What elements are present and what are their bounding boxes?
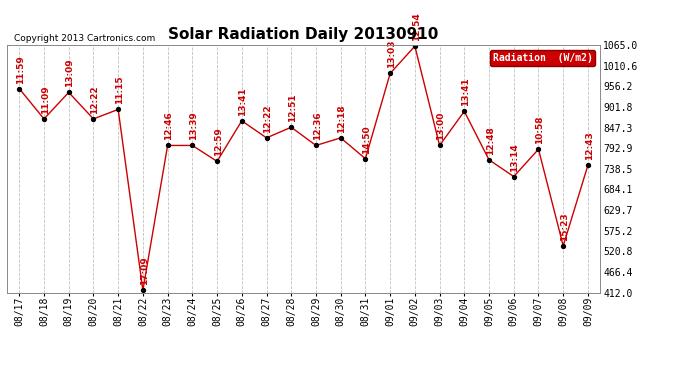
- Point: [582, 162, 593, 168]
- Point: [39, 116, 50, 122]
- Point: [310, 142, 322, 148]
- Text: 12:43: 12:43: [584, 132, 593, 160]
- Text: 11:59: 11:59: [16, 55, 25, 84]
- Point: [558, 243, 569, 249]
- Point: [434, 142, 445, 148]
- Text: 10:58: 10:58: [535, 116, 544, 144]
- Text: 12:48: 12:48: [486, 126, 495, 155]
- Point: [459, 108, 470, 114]
- Text: 14:50: 14:50: [362, 125, 371, 154]
- Point: [360, 156, 371, 162]
- Point: [261, 135, 272, 141]
- Text: 12:46: 12:46: [164, 112, 173, 141]
- Point: [286, 124, 297, 130]
- Text: 13:39: 13:39: [189, 112, 198, 141]
- Point: [14, 86, 25, 92]
- Text: 12:22: 12:22: [90, 86, 99, 114]
- Text: 17:09: 17:09: [139, 256, 148, 285]
- Point: [384, 70, 395, 76]
- Title: Solar Radiation Daily 20130910: Solar Radiation Daily 20130910: [168, 27, 439, 42]
- Point: [409, 43, 420, 49]
- Text: 13:14: 13:14: [511, 143, 520, 172]
- Text: 13:03: 13:03: [387, 40, 396, 69]
- Point: [137, 287, 148, 293]
- Text: 12:59: 12:59: [214, 128, 223, 156]
- Text: 13:00: 13:00: [436, 112, 445, 141]
- Text: 11:09: 11:09: [41, 86, 50, 114]
- Text: 13:41: 13:41: [239, 87, 248, 116]
- Point: [63, 89, 75, 95]
- Legend: Radiation  (W/m2): Radiation (W/m2): [490, 50, 595, 66]
- Point: [112, 106, 124, 112]
- Text: Copyright 2013 Cartronics.com: Copyright 2013 Cartronics.com: [14, 34, 155, 43]
- Text: 15:23: 15:23: [560, 212, 569, 241]
- Point: [162, 142, 173, 148]
- Text: 12:22: 12:22: [264, 104, 273, 133]
- Point: [212, 158, 223, 164]
- Text: 12:54: 12:54: [412, 12, 421, 41]
- Point: [335, 135, 346, 141]
- Point: [187, 142, 198, 148]
- Text: 12:51: 12:51: [288, 94, 297, 122]
- Point: [88, 116, 99, 122]
- Text: 13:09: 13:09: [66, 59, 75, 87]
- Point: [484, 157, 495, 163]
- Text: 12:18: 12:18: [337, 104, 346, 133]
- Point: [509, 174, 520, 180]
- Point: [236, 118, 247, 124]
- Point: [533, 146, 544, 152]
- Text: 13:41: 13:41: [461, 78, 470, 106]
- Text: 11:15: 11:15: [115, 76, 124, 105]
- Text: 12:36: 12:36: [313, 112, 322, 141]
